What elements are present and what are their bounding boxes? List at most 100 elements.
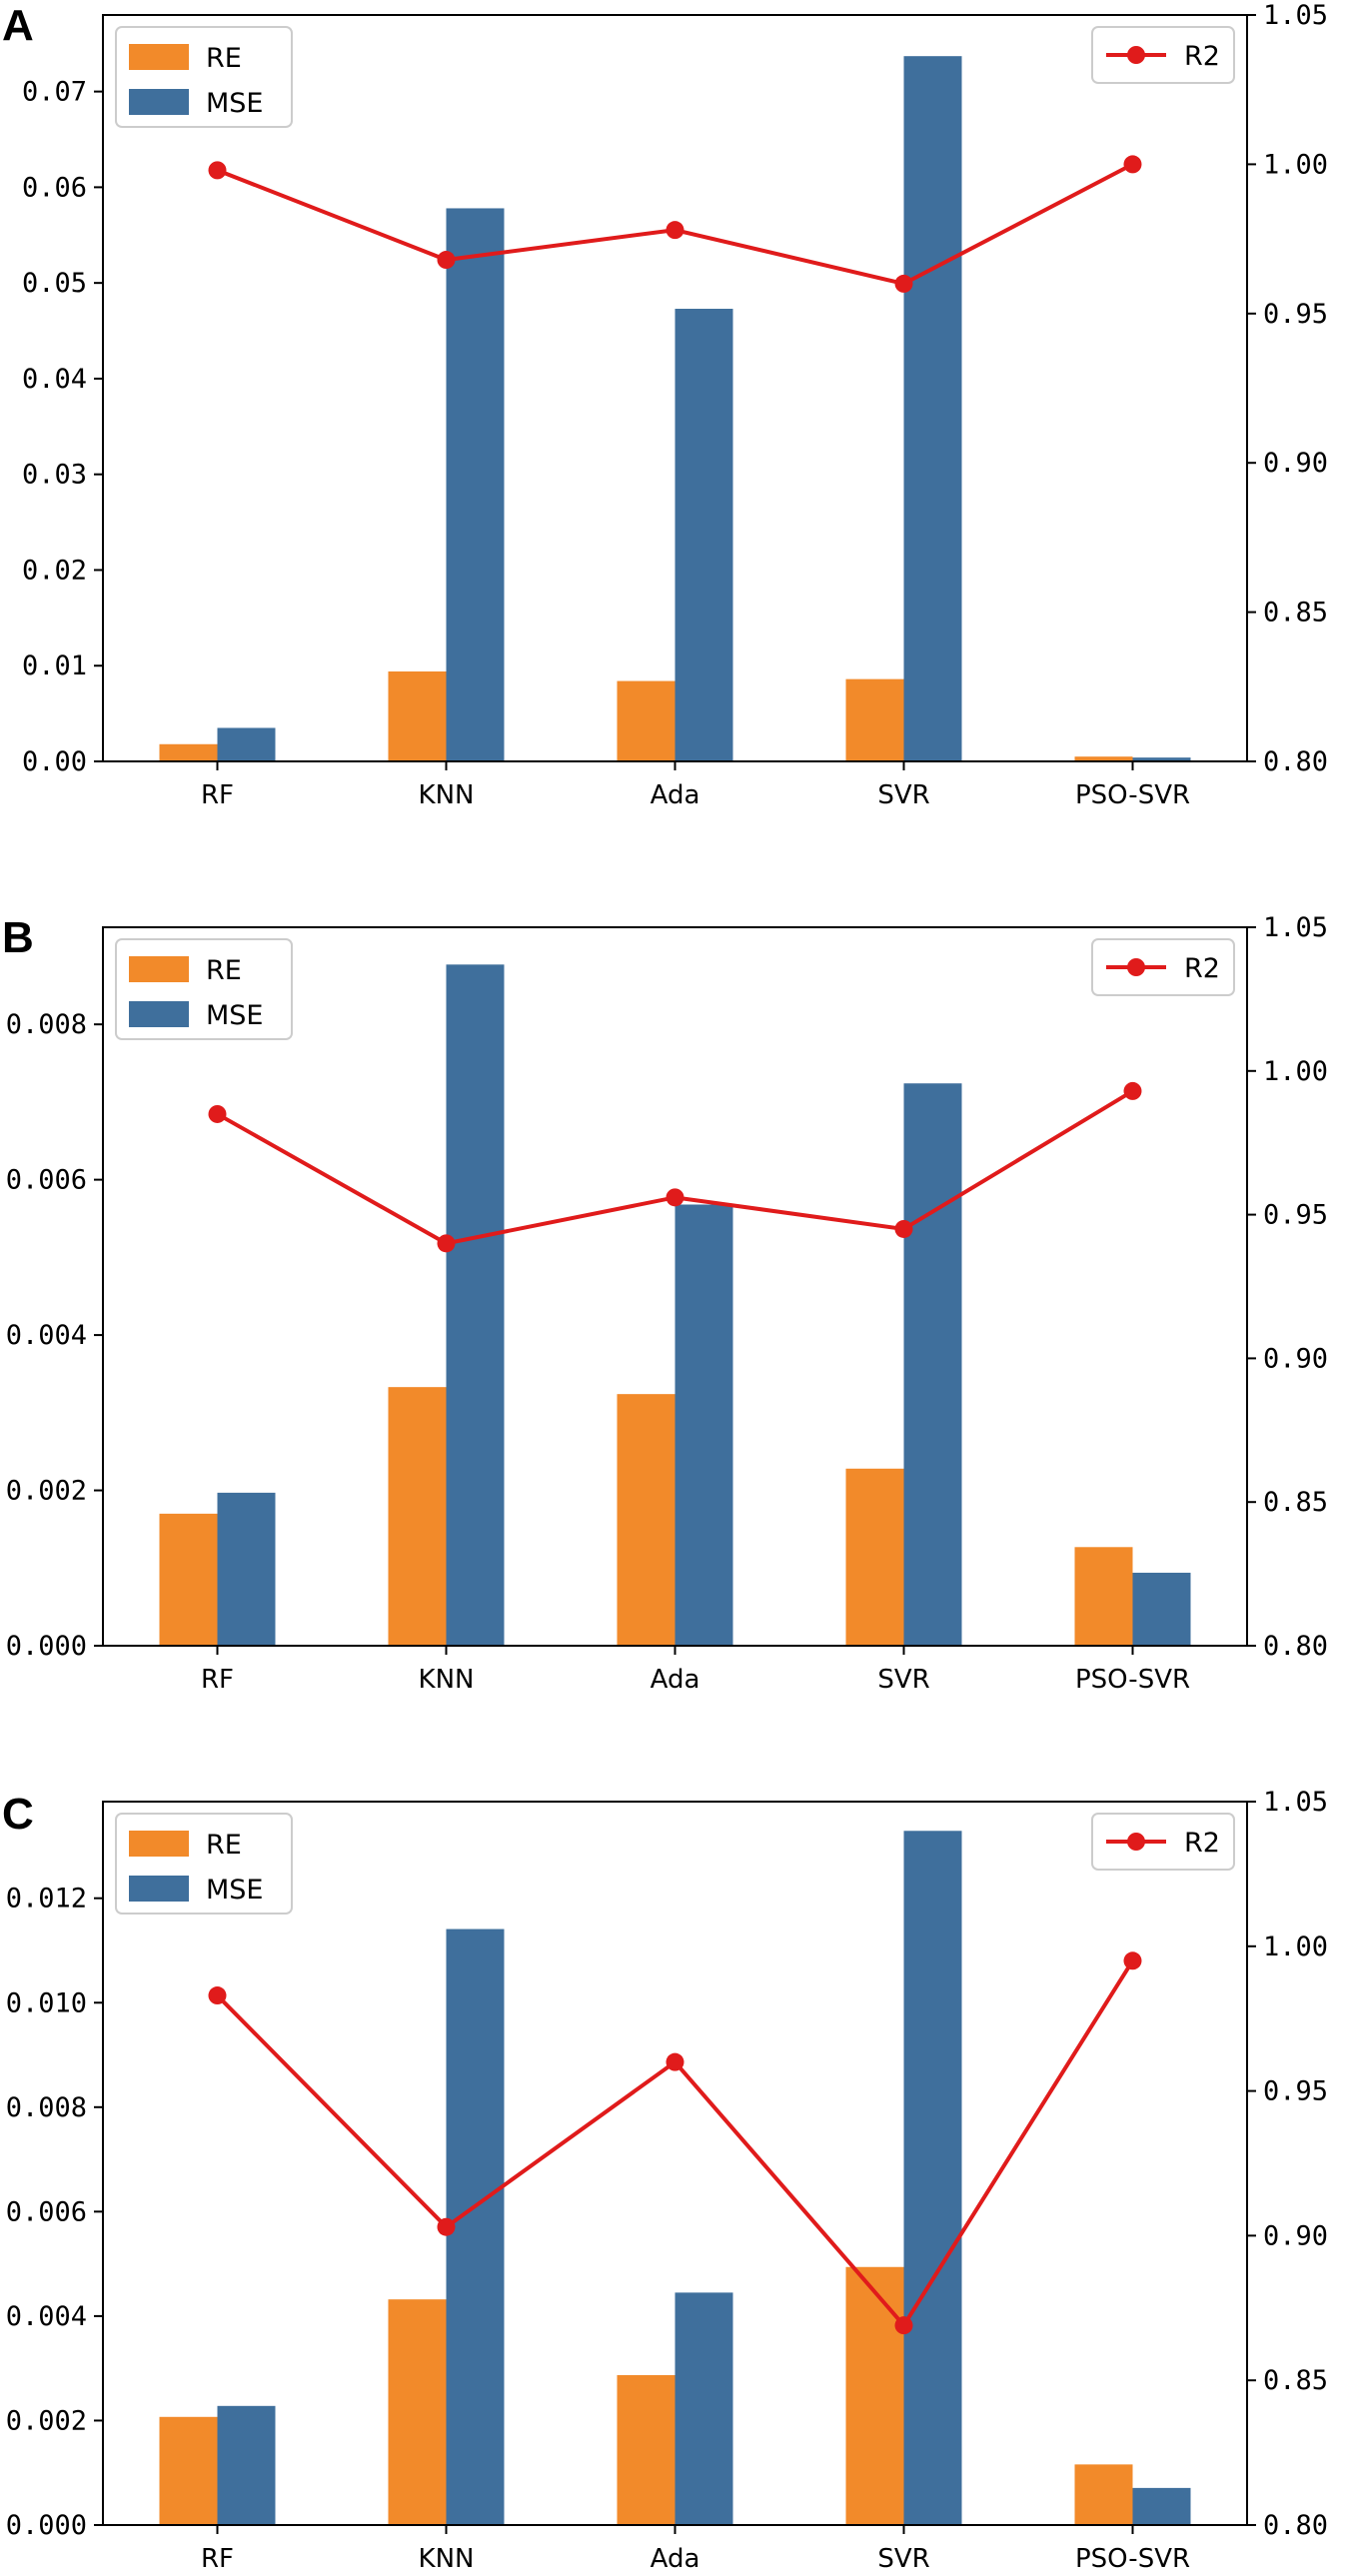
bar-re-ada — [617, 680, 675, 761]
r2-point-pso-svr — [1123, 1951, 1142, 1970]
legend-marker-r2 — [1127, 958, 1145, 976]
y-right-tick-label: 1.05 — [1263, 1787, 1328, 1818]
legend-swatch-re — [129, 956, 189, 982]
y-left-tick-label: 0.03 — [22, 460, 87, 491]
r2-point-svr — [894, 274, 913, 293]
y-left-tick-label: 0.004 — [6, 1320, 87, 1351]
legend-left: RE MSE — [115, 26, 293, 128]
bar-mse-pso-svr — [1132, 2487, 1191, 2525]
bar-mse-rf — [217, 727, 276, 761]
legend-right: R2 — [1091, 938, 1235, 996]
r2-point-rf — [208, 1986, 227, 2005]
y-right-tick-label: 0.95 — [1263, 1200, 1328, 1231]
bar-re-svr — [845, 1468, 904, 1646]
bar-re-knn — [388, 2299, 447, 2525]
chart-panel-b: B 0.000 0.002 0.004 0.006 0.008 0.80 0.85 0.90 0.… — [2, 912, 1328, 1695]
y-left-tick-label: 0.012 — [6, 1884, 87, 1915]
bar-mse-pso-svr — [1132, 757, 1191, 761]
legend-marker-r2 — [1127, 1833, 1145, 1851]
y-left-tick-label: 0.000 — [6, 1631, 87, 1662]
legend-label-r2: R2 — [1184, 41, 1220, 72]
x-tick-label: KNN — [419, 2544, 475, 2574]
x-tick-label: SVR — [877, 2544, 929, 2574]
bar-mse-svr — [903, 56, 962, 761]
r2-point-svr — [894, 1219, 913, 1238]
legend-swatch-re — [129, 1831, 189, 1857]
legend-label-mse: MSE — [206, 1000, 264, 1031]
x-tick-label: RF — [201, 2544, 234, 2574]
bar-mse-ada — [674, 1204, 733, 1646]
legend-right: R2 — [1091, 1813, 1235, 1871]
x-tick-label: SVR — [877, 780, 929, 810]
x-tick-label: PSO-SVR — [1075, 780, 1190, 810]
panel-letter: A — [2, 1, 34, 50]
legend-label-mse: MSE — [206, 88, 264, 119]
r2-point-knn — [437, 2217, 456, 2236]
y-right-tick-label: 1.00 — [1263, 1932, 1328, 1962]
y-left-tick-label: 0.006 — [6, 1165, 87, 1196]
bar-mse-ada — [674, 309, 733, 761]
bar-re-knn — [388, 670, 447, 761]
r2-point-rf — [208, 1104, 227, 1123]
legend-label-r2: R2 — [1184, 953, 1220, 984]
y-left-tick-label: 0.010 — [6, 1987, 87, 2018]
y-left-tick-label: 0.07 — [22, 77, 87, 108]
y-left-tick-label: 0.004 — [6, 2301, 87, 2332]
legend-label-re: RE — [206, 1830, 242, 1861]
r2-point-rf — [208, 161, 227, 180]
x-tick-label: RF — [201, 780, 234, 810]
y-left-tick-label: 0.00 — [22, 746, 87, 777]
x-tick-label: KNN — [419, 1665, 475, 1695]
bar-mse-knn — [446, 208, 505, 761]
bar-re-pso-svr — [1074, 2464, 1133, 2525]
y-right-tick-label: 0.85 — [1263, 2365, 1328, 2396]
bar-mse-rf — [217, 1492, 276, 1646]
bar-mse-pso-svr — [1132, 1572, 1191, 1646]
y-left-tick-label: 0.008 — [6, 1009, 87, 1040]
y-left-tick-label: 0.04 — [22, 364, 87, 395]
bar-re-svr — [845, 678, 904, 761]
legend-label-re: RE — [206, 955, 242, 986]
y-right-tick-label: 0.90 — [1263, 448, 1328, 479]
legend-swatch-re — [129, 44, 189, 70]
y-left-tick-label: 0.002 — [6, 1476, 87, 1507]
y-left-tick-label: 0.008 — [6, 2092, 87, 2123]
y-right-tick-label: 1.00 — [1263, 1056, 1328, 1087]
x-tick-label: PSO-SVR — [1075, 1665, 1190, 1695]
y-left-tick-label: 0.000 — [6, 2510, 87, 2541]
r2-line — [216, 1959, 1135, 2329]
x-tick-label: Ada — [651, 1665, 700, 1695]
x-tick-label: PSO-SVR — [1075, 2544, 1190, 2574]
y-right-tick-label: 0.80 — [1263, 1631, 1328, 1662]
bar-mse-rf — [217, 2405, 276, 2525]
x-tick-label: RF — [201, 1665, 234, 1695]
bar-mse-ada — [674, 2292, 733, 2525]
bar-re-pso-svr — [1074, 756, 1133, 761]
bar-re-pso-svr — [1074, 1547, 1133, 1646]
bar-re-svr — [845, 2266, 904, 2525]
legend-swatch-mse — [129, 1876, 189, 1902]
r2-point-knn — [437, 251, 456, 270]
y-right-tick-label: 0.90 — [1263, 1343, 1328, 1374]
legend-left: RE MSE — [115, 1813, 293, 1915]
bar-re-rf — [159, 1513, 218, 1646]
r2-point-ada — [666, 221, 684, 240]
bar-re-rf — [159, 743, 218, 761]
legend-right: R2 — [1091, 26, 1235, 84]
legend-swatch-mse — [129, 1001, 189, 1027]
x-tick-label: SVR — [877, 1665, 929, 1695]
bar-re-knn — [388, 1387, 447, 1646]
bar-mse-svr — [903, 1831, 962, 2525]
chart-panel-a: A 0.00 0.01 0.02 0.03 0.04 0.05 0.06 0.07 0.80 0.8… — [2, 0, 1328, 810]
y-left-tick-label: 0.05 — [22, 268, 87, 299]
y-right-tick-label: 0.95 — [1263, 299, 1328, 330]
panel-letter: B — [2, 913, 34, 962]
y-right-tick-label: 0.85 — [1263, 1487, 1328, 1518]
bar-re-ada — [617, 1394, 675, 1646]
legend-label-mse: MSE — [206, 1875, 264, 1906]
y-right-tick-label: 0.90 — [1263, 2220, 1328, 2251]
y-left-tick-label: 0.002 — [6, 2405, 87, 2436]
x-tick-label: KNN — [419, 780, 475, 810]
bar-re-rf — [159, 2416, 218, 2525]
